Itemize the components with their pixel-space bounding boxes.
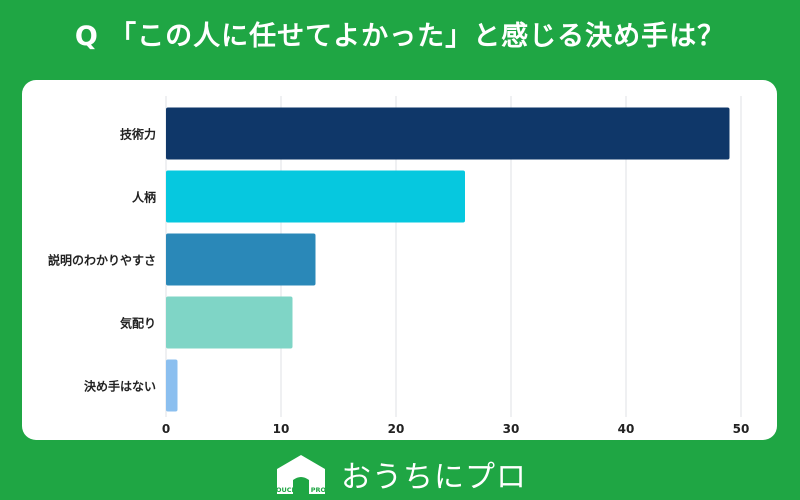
x-tick-label-0: 0 <box>162 422 170 436</box>
bar-1 <box>166 170 465 223</box>
x-tick-label-2: 20 <box>388 422 405 436</box>
category-label-1: 人柄 <box>132 190 156 205</box>
category-label-2: 説明のわかりやすさ <box>48 253 156 268</box>
x-tick-label-5: 50 <box>733 422 750 436</box>
page-title: Q 「この人に任せてよかった」と感じる決め手は？ <box>74 21 726 52</box>
category-label-0: 技術力 <box>120 127 156 142</box>
bar-3 <box>166 296 293 349</box>
x-tick-label-3: 30 <box>503 422 520 436</box>
category-label-4: 決め手はない <box>84 379 156 394</box>
category-label-3: 気配り <box>120 316 156 331</box>
house-icon: OUCHI ni PRO <box>276 455 327 494</box>
logo-text: OUCHI ni PRO <box>276 486 327 494</box>
x-tick-label-1: 10 <box>273 422 290 436</box>
bar-2 <box>166 233 316 286</box>
footer: OUCHI ni PRO おうちにプロ <box>0 448 800 500</box>
bar-0 <box>166 107 730 160</box>
bar-4 <box>166 359 178 412</box>
brand-name: おうちにプロ <box>341 460 527 495</box>
chart-card: 0 10 20 30 40 50 技術力人柄説明のわかりやすさ気配り決め手はない <box>22 80 777 440</box>
x-tick-label-4: 40 <box>618 422 635 436</box>
